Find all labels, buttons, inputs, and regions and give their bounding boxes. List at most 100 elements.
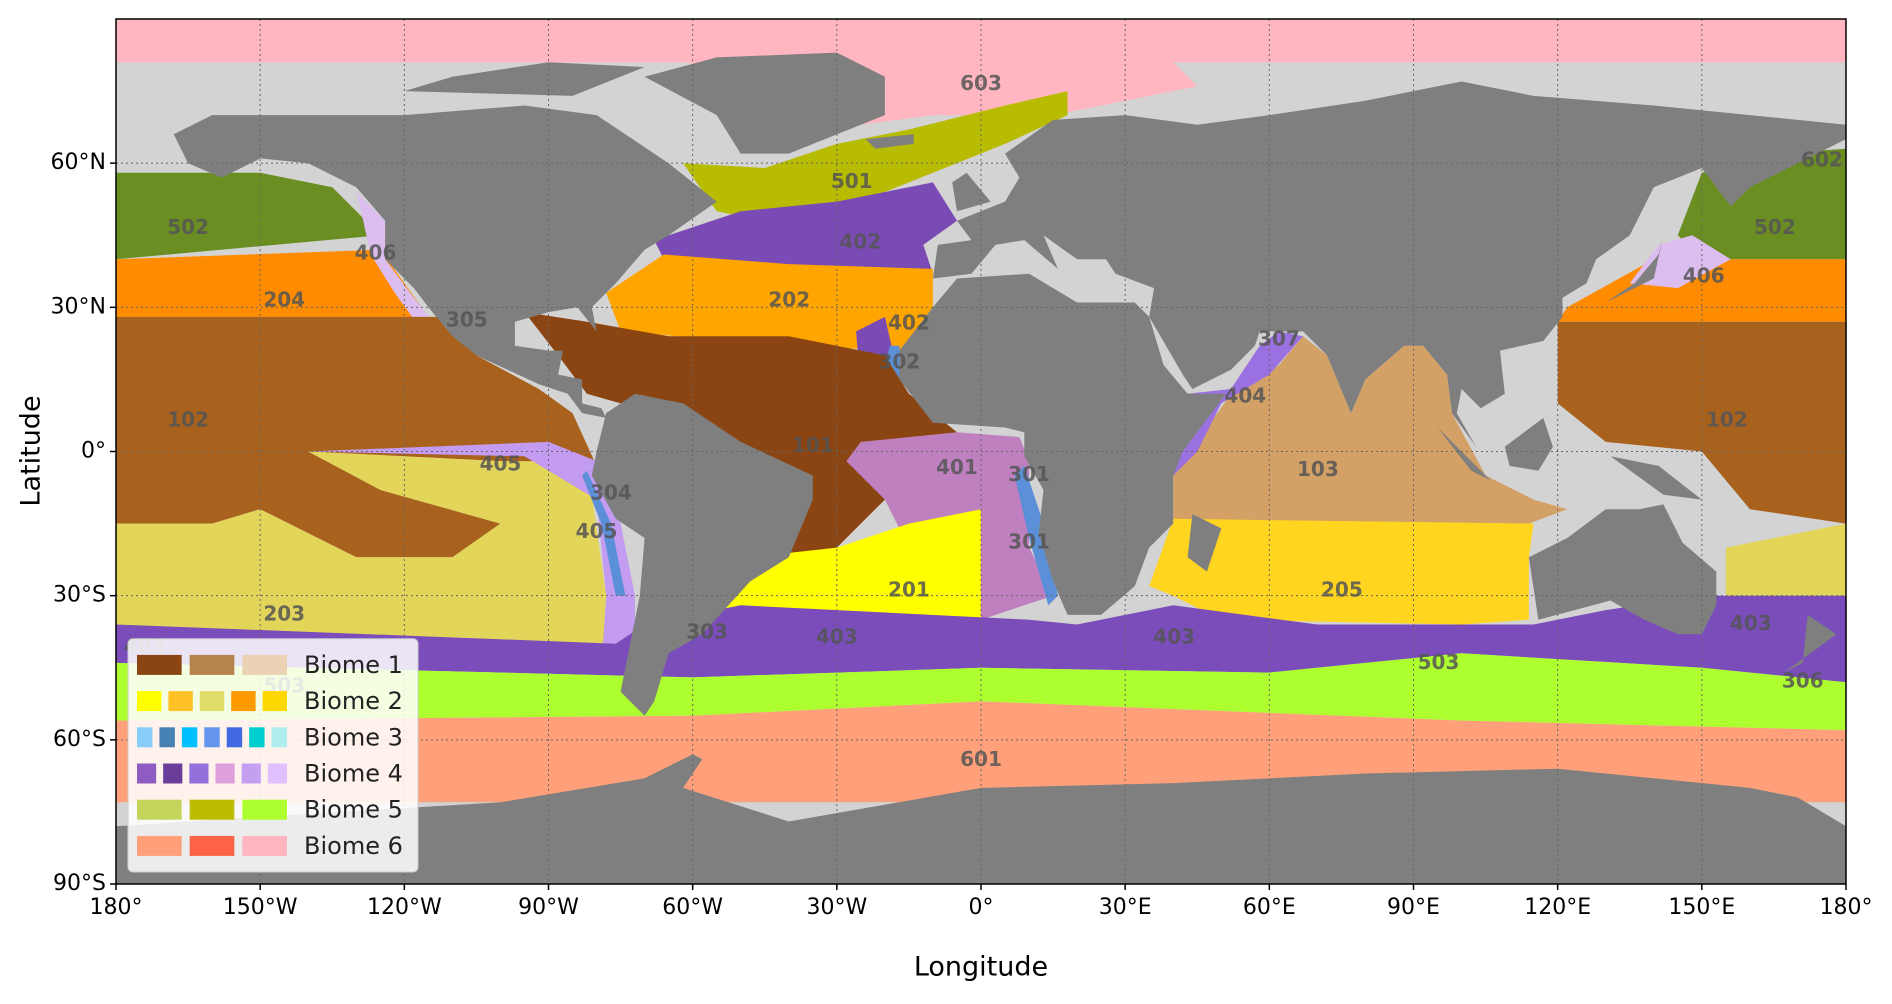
biome-region <box>116 451 616 644</box>
region-label: 307 <box>1258 327 1300 351</box>
legend-swatch <box>168 691 193 712</box>
region-label: 402 <box>888 311 930 335</box>
land <box>1783 614 1837 673</box>
legend-swatch <box>137 691 162 712</box>
biome-region <box>116 249 429 317</box>
x-tick-label: 0° <box>969 895 994 920</box>
region-label: 403 <box>1153 624 1195 648</box>
region-label: 405 <box>480 451 522 475</box>
region-label: 603 <box>960 71 1002 95</box>
land <box>1504 417 1553 471</box>
legend-label: Biome 5 <box>304 796 403 824</box>
legend-swatch <box>241 763 261 784</box>
legend-swatch <box>231 691 256 712</box>
biome-region <box>606 254 933 351</box>
plot-frame <box>115 18 1847 885</box>
biome-region <box>1173 336 1568 524</box>
legend-swatch <box>137 799 182 820</box>
x-tick-label: 60°W <box>662 895 723 920</box>
region-labels: 603 501 402 202 402 302 101 401 301 301 201 403 303 3… <box>124 71 1843 771</box>
region-label: 306 <box>1782 669 1824 693</box>
region-label: 103 <box>1297 457 1339 481</box>
legend-swatch <box>159 727 175 748</box>
region-label: 301 <box>1008 462 1050 486</box>
region-label: 402 <box>840 229 882 253</box>
region-label: 403 <box>816 624 858 648</box>
region-label: 302 <box>878 350 920 374</box>
region-label: 502 <box>1754 215 1796 239</box>
y-tick-label: 60°S <box>53 727 106 752</box>
region-label: 502 <box>167 215 209 239</box>
region-label: 201 <box>888 577 930 601</box>
region-label: 602 <box>1801 147 1843 171</box>
biome-region <box>116 316 597 558</box>
biome-region <box>524 312 957 572</box>
land <box>865 134 914 149</box>
biome-region <box>1149 518 1534 625</box>
land <box>1605 235 1664 303</box>
x-axis-label: Longitude <box>914 952 1048 983</box>
land <box>1187 514 1222 572</box>
region-label: 203 <box>263 601 305 625</box>
biome-region <box>356 192 453 346</box>
legend-swatch <box>262 691 287 712</box>
legend-label: Biome 1 <box>304 651 403 679</box>
legend-label: Biome 6 <box>304 832 403 860</box>
legend-swatch <box>181 727 198 748</box>
land <box>591 393 813 716</box>
x-tick-label: 150°W <box>223 895 298 920</box>
legend-swatch <box>267 763 287 784</box>
region-label: 501 <box>831 169 873 193</box>
legend-swatch <box>189 835 235 856</box>
y-tick-label: 30°S <box>53 583 106 608</box>
x-tick-label: 180° <box>1820 895 1873 920</box>
legend-swatch <box>163 763 183 784</box>
land <box>173 105 717 418</box>
region-label: 404 <box>1224 384 1266 408</box>
x-tick-label: 90°W <box>518 895 579 920</box>
y-tick-label: 90°S <box>53 871 106 896</box>
region-label: 202 <box>768 288 810 312</box>
region-label: 601 <box>960 747 1002 771</box>
region-label: 405 <box>576 519 618 543</box>
y-tick-label: 0° <box>81 439 106 464</box>
y-tick-label: 60°N <box>51 150 106 175</box>
biome-region <box>654 182 957 274</box>
legend-swatch <box>137 727 153 748</box>
region-label: 102 <box>167 408 209 432</box>
y-tick-label: 30°N <box>51 294 106 319</box>
legend: Biome 1 Biome 2 Biome 3 Biome 4 Biome 5 Biome… <box>127 638 419 873</box>
biome-region <box>582 470 626 596</box>
region-label: 406 <box>1683 264 1725 288</box>
biome-region <box>1173 331 1303 476</box>
legend-label: Biome 3 <box>304 723 403 751</box>
legend-swatch <box>189 799 235 820</box>
legend-swatch <box>137 763 157 784</box>
legend-label: Biome 4 <box>304 760 403 788</box>
legend-swatch <box>226 727 243 748</box>
x-tick-label: 180° <box>90 895 143 920</box>
land <box>952 172 991 212</box>
map-overlay: 180° 150°W 120°W 90°W 60°W 30°W 0° 30°E 60°E 90°E… <box>51 18 1873 920</box>
land <box>1528 504 1717 635</box>
land <box>1437 427 1491 481</box>
biome-region <box>683 91 1068 221</box>
legend-label: Biome 2 <box>304 687 403 715</box>
legend-swatch <box>242 654 287 675</box>
x-tick-label: 30°E <box>1099 895 1152 920</box>
biome-region <box>716 509 981 630</box>
biome-region <box>116 172 381 260</box>
legend-swatch <box>242 799 287 820</box>
biome-region <box>1014 465 1058 606</box>
x-tick-label: 60°E <box>1243 895 1296 920</box>
legend-swatch <box>189 763 209 784</box>
legend-swatch <box>204 727 220 748</box>
legend-swatch <box>137 654 182 675</box>
biome-region <box>1557 321 1846 524</box>
region-label: 204 <box>263 288 305 312</box>
region-label: 406 <box>355 240 397 264</box>
y-axis-label: Latitude <box>16 395 47 506</box>
land <box>404 62 645 96</box>
legend-swatch <box>215 763 235 784</box>
